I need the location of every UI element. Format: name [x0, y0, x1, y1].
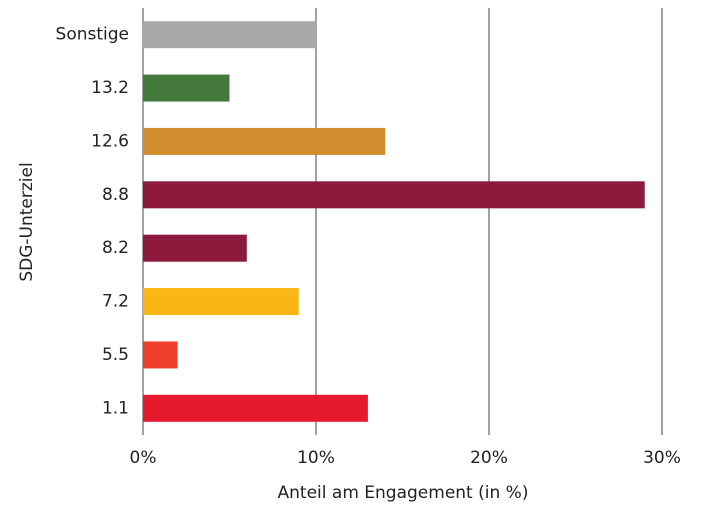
y-tick-label: 1.1 — [102, 398, 129, 418]
bar — [143, 394, 368, 422]
x-axis-label: Anteil am Engagement (in %) — [278, 483, 529, 503]
bar — [143, 341, 178, 369]
y-tick-label: 8.2 — [102, 238, 129, 258]
x-tick-label: 30% — [643, 448, 681, 468]
x-tick-label: 0% — [130, 448, 157, 468]
y-tick-label: 5.5 — [102, 345, 129, 365]
bar — [143, 21, 316, 49]
y-tick-label: 7.2 — [102, 292, 129, 312]
x-tick-label: 20% — [470, 448, 508, 468]
y-axis-label: SDG-Unterziel — [17, 162, 37, 281]
bar — [143, 127, 386, 155]
x-tick-label: 10% — [297, 448, 335, 468]
bar — [143, 288, 299, 316]
y-tick-label: 8.8 — [102, 185, 129, 205]
y-tick-label: 13.2 — [91, 78, 129, 98]
y-tick-label: 12.6 — [91, 131, 129, 151]
y-tick-label: Sonstige — [56, 25, 129, 45]
bar — [143, 181, 645, 209]
bar — [143, 74, 230, 102]
bar — [143, 234, 247, 262]
